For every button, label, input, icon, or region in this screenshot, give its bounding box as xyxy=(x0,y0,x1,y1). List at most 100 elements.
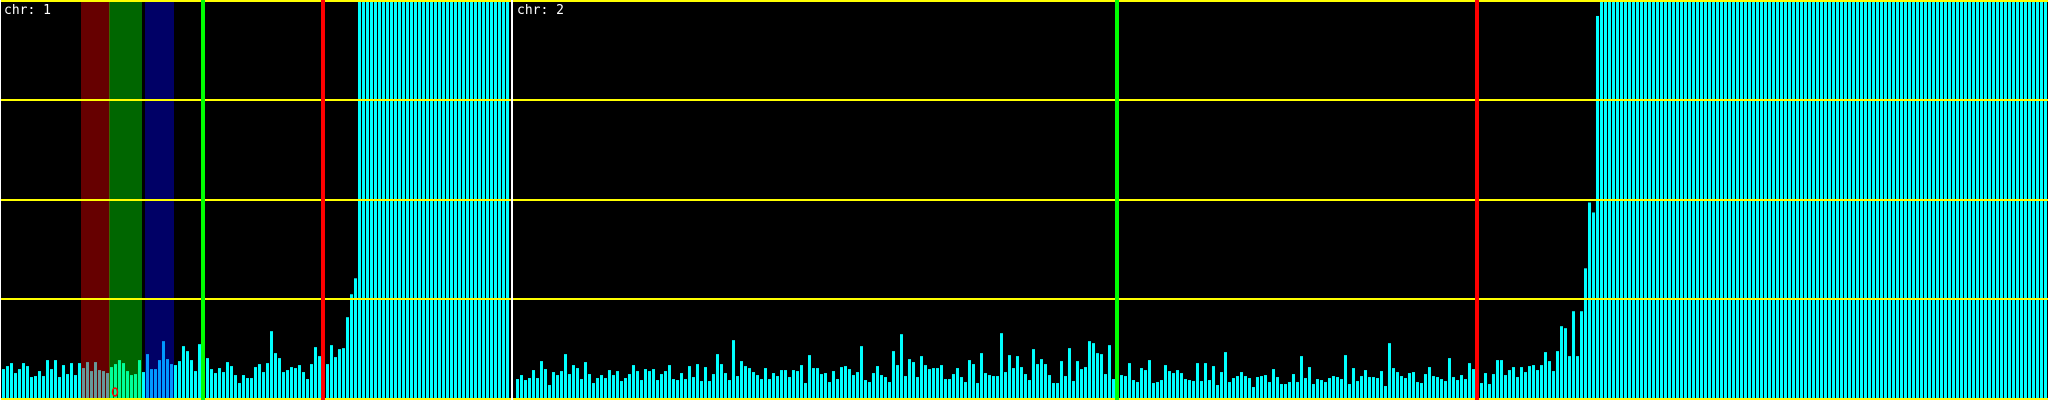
bar-chr2 xyxy=(1544,352,1547,399)
bar-chr1 xyxy=(142,372,145,399)
bar-chr1 xyxy=(306,379,309,399)
bar-chr2 xyxy=(600,375,603,399)
bar-chr2 xyxy=(804,383,807,399)
bar-chr2 xyxy=(1252,387,1255,399)
bar-chr1 xyxy=(246,378,249,399)
bar-chr1 xyxy=(130,375,133,399)
bar-chr2 xyxy=(1596,15,1599,400)
bar-chr2 xyxy=(936,368,939,399)
bar-chr2 xyxy=(1404,378,1407,399)
bar-chr1 xyxy=(298,365,301,399)
bar-chr2 xyxy=(1192,381,1195,399)
bar-chr2 xyxy=(908,359,911,399)
bar-chr1 xyxy=(66,374,69,399)
bar-chr2 xyxy=(744,366,747,399)
bar-chr2 xyxy=(876,366,879,399)
bar-chr2 xyxy=(1028,380,1031,399)
bar-chr2 xyxy=(672,379,675,399)
bar-chr2 xyxy=(920,356,923,399)
bar-chr2 xyxy=(1580,311,1583,399)
bar-chr2 xyxy=(588,374,591,399)
bar-chr1 xyxy=(310,364,313,399)
bar-chr2 xyxy=(1352,368,1355,399)
bar-chr2 xyxy=(940,365,943,399)
bar-chr2 xyxy=(1360,376,1363,399)
bar-chr2 xyxy=(1268,382,1271,399)
bar-chr2 xyxy=(572,365,575,399)
bar-chr2 xyxy=(1456,380,1459,399)
bar-chr2 xyxy=(1412,372,1415,399)
bar-chr2 xyxy=(756,375,759,399)
bar-chr1 xyxy=(206,358,209,399)
bar-chr2 xyxy=(1172,373,1175,399)
bar-chr2 xyxy=(1556,351,1559,399)
bar-chr2 xyxy=(1068,348,1071,399)
bar-chr2 xyxy=(1484,373,1487,399)
bar-chr2 xyxy=(560,371,563,399)
bar-chr2 xyxy=(1464,379,1467,399)
bar-chr1 xyxy=(166,359,169,399)
bar-chr2 xyxy=(1396,372,1399,399)
bar-chr2 xyxy=(960,377,963,399)
bar-chr2 xyxy=(1188,380,1191,399)
bar-chr2 xyxy=(736,376,739,399)
bar-chr2 xyxy=(952,374,955,399)
bar-chr2 xyxy=(752,372,755,399)
bar-chr2 xyxy=(1140,368,1143,399)
bar-chr2 xyxy=(1048,375,1051,399)
bar-chr2 xyxy=(1452,377,1455,399)
bar-chr2 xyxy=(1236,376,1239,399)
bar-chr2 xyxy=(1272,369,1275,399)
bar-chr2 xyxy=(532,370,535,399)
bar-chr2 xyxy=(1168,371,1171,399)
bar-chr2 xyxy=(988,375,991,399)
bar-chr2 xyxy=(868,382,871,399)
bar-chr2 xyxy=(1524,372,1527,399)
bar-chr1 xyxy=(82,368,85,399)
bar-chr2 xyxy=(620,381,623,399)
bar-chr2 xyxy=(1576,356,1579,399)
bar-chr1 xyxy=(18,369,21,399)
bar-chr1 xyxy=(198,344,201,399)
bar-chr2 xyxy=(1024,374,1027,399)
bar-chr2 xyxy=(628,374,631,399)
gridline xyxy=(0,398,2048,400)
bar-chr1 xyxy=(170,364,173,399)
bar-chr1 xyxy=(54,360,57,399)
bar-chr2 xyxy=(1176,370,1179,399)
bar-chr2 xyxy=(728,380,731,399)
bar-chr2 xyxy=(1152,383,1155,399)
bar-chr1 xyxy=(230,366,233,399)
bar-chr2 xyxy=(1432,376,1435,399)
bar-chr2 xyxy=(668,365,671,399)
bar-chr2 xyxy=(1492,374,1495,399)
bar-chr2 xyxy=(1304,378,1307,399)
bar-chr2 xyxy=(764,368,767,399)
bar-chr1 xyxy=(182,346,185,399)
bar-chr1 xyxy=(334,357,337,399)
bar-chr2 xyxy=(1260,376,1263,399)
bar-chr1 xyxy=(110,367,113,399)
bar-chr2 xyxy=(1424,374,1427,399)
bar-chr2 xyxy=(812,368,815,399)
panel-label-chr1: chr: 1 xyxy=(4,3,51,18)
bar-chr1 xyxy=(262,372,265,399)
bar-chr2 xyxy=(992,376,995,399)
bar-chr1 xyxy=(98,370,101,399)
bar-chr2 xyxy=(1480,383,1483,399)
bar-chr2 xyxy=(1164,365,1167,399)
bar-chr1 xyxy=(222,372,225,399)
bar-chr2 xyxy=(1504,375,1507,399)
bar-chr1 xyxy=(94,362,97,399)
bar-chr2 xyxy=(932,368,935,399)
bar-chr2 xyxy=(1008,355,1011,399)
bar-chr2 xyxy=(636,371,639,399)
bar-chr2 xyxy=(556,375,559,399)
bar-chr2 xyxy=(1120,375,1123,399)
bar-chr2 xyxy=(680,373,683,399)
bar-chr2 xyxy=(924,365,927,399)
bar-chr2 xyxy=(776,376,779,399)
bar-chr2 xyxy=(1004,372,1007,399)
bar-chr1 xyxy=(190,360,193,399)
